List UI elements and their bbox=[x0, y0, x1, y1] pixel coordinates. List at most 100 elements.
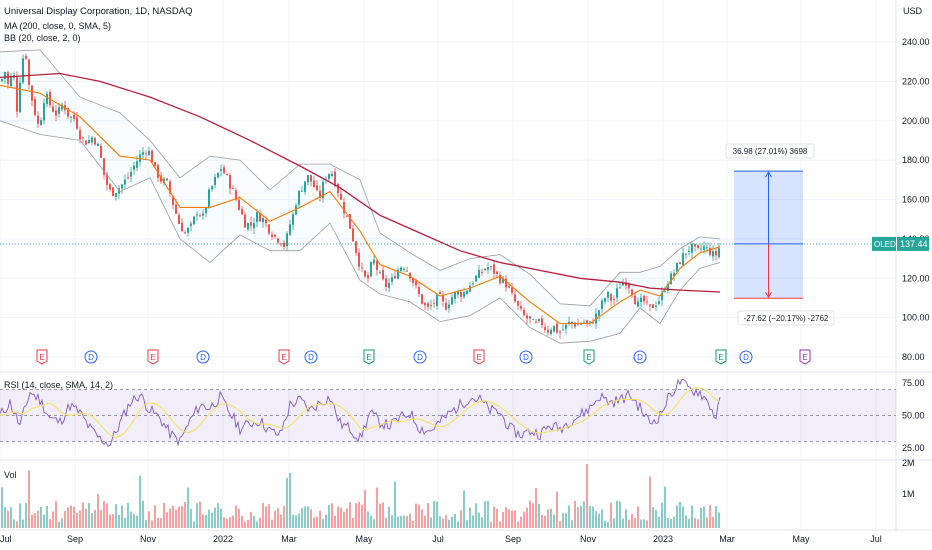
volume-bar bbox=[349, 502, 351, 528]
volume-bar bbox=[496, 508, 498, 528]
price-tag-value-box bbox=[897, 236, 929, 251]
candle-body bbox=[655, 305, 657, 307]
volume-bar bbox=[523, 511, 525, 528]
candle-body bbox=[205, 207, 207, 214]
measure-tool[interactable]: 36.98 (27.01%) 3698 -27.62 (−20.17%) -276… bbox=[725, 143, 835, 326]
volume-bar bbox=[241, 516, 243, 528]
candle-body bbox=[610, 294, 612, 301]
volume-bar bbox=[52, 511, 54, 528]
volume-bar bbox=[700, 507, 702, 528]
volume-bar bbox=[229, 517, 231, 528]
volume-bar bbox=[238, 508, 240, 528]
bb-upper-line bbox=[0, 49, 721, 307]
rsi-line bbox=[0, 378, 721, 447]
volume-legend[interactable]: Vol bbox=[4, 470, 17, 480]
candle-body bbox=[259, 213, 261, 222]
time-tick-label: Nov bbox=[140, 534, 157, 544]
candle-body bbox=[34, 98, 36, 116]
volume-bar bbox=[88, 502, 90, 528]
candle-body bbox=[550, 329, 552, 334]
candle-body bbox=[421, 294, 423, 304]
volume-bar bbox=[109, 514, 111, 528]
volume-bar bbox=[478, 512, 480, 528]
ma-legend[interactable]: MA (200, close, 0, SMA, 5) bbox=[4, 21, 112, 31]
volume-bar bbox=[118, 514, 120, 528]
candle-body bbox=[292, 214, 294, 225]
dividend-marker bbox=[633, 350, 647, 364]
candle-body bbox=[184, 232, 186, 234]
event-label: D bbox=[637, 353, 643, 362]
candle-body bbox=[25, 56, 27, 59]
candle-body bbox=[169, 181, 171, 194]
candle-body bbox=[601, 300, 603, 309]
volume-bar bbox=[250, 511, 252, 528]
candle-body bbox=[583, 322, 585, 324]
volume-bar bbox=[403, 515, 405, 528]
candle-body bbox=[136, 161, 138, 168]
candle-body bbox=[460, 291, 462, 297]
volume-bar bbox=[517, 521, 519, 528]
candle-body bbox=[43, 103, 45, 121]
candle-body bbox=[391, 277, 393, 282]
volume-bar bbox=[205, 515, 207, 528]
volume-bar bbox=[448, 519, 450, 528]
volume-bar bbox=[685, 515, 687, 528]
rsi-tick-label: 75.00 bbox=[902, 378, 925, 388]
volume-bar bbox=[619, 501, 621, 528]
volume-bar bbox=[1, 487, 3, 528]
candle-body bbox=[91, 137, 93, 143]
candle-body bbox=[661, 292, 663, 301]
candle-body bbox=[28, 59, 30, 85]
volume-bar bbox=[460, 510, 462, 528]
event-label: E bbox=[718, 353, 723, 362]
bb-legend[interactable]: BB (20, close, 2, 0) bbox=[4, 33, 81, 43]
volume-bar bbox=[82, 502, 84, 528]
candle-body bbox=[700, 248, 702, 250]
candle-body bbox=[85, 140, 87, 145]
candle-body bbox=[697, 245, 699, 249]
volume-bar bbox=[691, 505, 693, 528]
candle-body bbox=[19, 82, 21, 113]
candle-body bbox=[709, 247, 711, 255]
indicator-lines bbox=[0, 49, 896, 344]
rsi-tick-label: 25.00 bbox=[902, 443, 925, 453]
candle-body bbox=[388, 282, 390, 288]
price-tick-label: 160.00 bbox=[902, 195, 930, 205]
volume-bar bbox=[253, 515, 255, 528]
dividend-marker bbox=[739, 350, 753, 364]
volume-bar bbox=[10, 507, 12, 528]
volume-bar bbox=[595, 511, 597, 528]
candle-body bbox=[637, 301, 639, 307]
volume-bar bbox=[190, 508, 192, 528]
volume-bar bbox=[181, 506, 183, 528]
event-label: D bbox=[308, 353, 314, 362]
volume-bar bbox=[607, 521, 609, 528]
candle-body bbox=[511, 287, 513, 293]
candle-body bbox=[268, 224, 270, 234]
volume-bar bbox=[394, 481, 396, 528]
volume-bar bbox=[601, 509, 603, 528]
volume-bar bbox=[31, 514, 33, 528]
candle-body bbox=[544, 327, 546, 331]
price-tick-label: 100.00 bbox=[902, 313, 930, 323]
volume-bar bbox=[121, 505, 123, 528]
volume-bar bbox=[583, 501, 585, 528]
volume-bar bbox=[352, 517, 354, 528]
volume-bar bbox=[157, 517, 159, 528]
candle-body bbox=[571, 322, 573, 324]
volume-bar bbox=[664, 486, 666, 528]
volume-bar bbox=[322, 518, 324, 528]
volume-bar bbox=[379, 503, 381, 528]
volume-bar bbox=[370, 515, 372, 528]
candle-body bbox=[634, 295, 636, 305]
candle-body bbox=[607, 291, 609, 298]
earnings-marker bbox=[363, 349, 375, 365]
rsi-legend[interactable]: RSI (14, close, SMA, 14, 2) bbox=[4, 380, 114, 390]
volume-bar bbox=[223, 517, 225, 528]
volume-bar bbox=[124, 517, 126, 528]
candle-body bbox=[619, 287, 621, 289]
volume-bar bbox=[184, 502, 186, 528]
candle-body bbox=[157, 165, 159, 178]
